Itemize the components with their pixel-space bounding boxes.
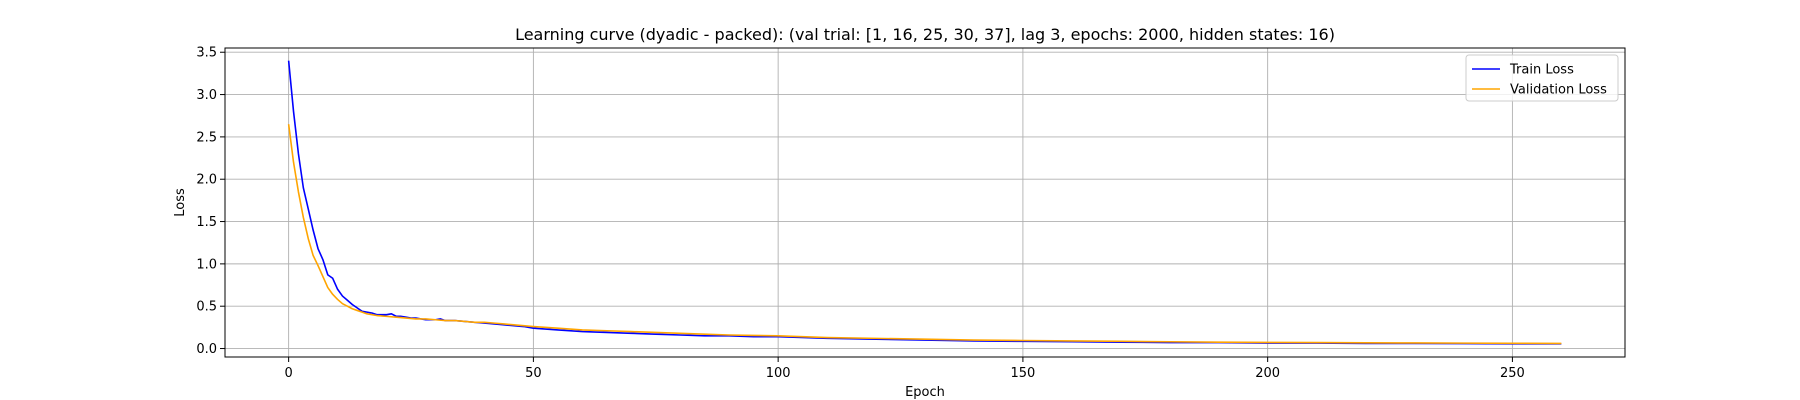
x-tick-label: 150 bbox=[1010, 366, 1035, 381]
y-tick-label: 1.0 bbox=[196, 257, 217, 272]
legend-entry-label: Train Loss bbox=[1509, 63, 1574, 78]
series-line-validation-loss bbox=[287, 124, 1562, 345]
y-axis-ticks: 0.0 0.5 1.0 1.5 2.0 2.5 3.0 3.5 bbox=[196, 46, 225, 357]
plot-frame bbox=[224, 47, 1626, 358]
x-tick-label: 50 bbox=[525, 366, 542, 381]
y-tick-label: 3.0 bbox=[196, 88, 217, 103]
grid bbox=[225, 48, 1625, 357]
x-tick-label: 100 bbox=[766, 366, 791, 381]
x-tick-label: 200 bbox=[1255, 366, 1280, 381]
x-tick-label: 250 bbox=[1500, 366, 1525, 381]
chart-title: Learning curve (dyadic - packed): (val t… bbox=[515, 25, 1335, 44]
y-tick-label: 2.0 bbox=[196, 173, 217, 188]
x-axis-ticks: 0 50 100 150 200 250 bbox=[284, 357, 1525, 381]
legend: Train Loss Validation Loss bbox=[1465, 54, 1619, 102]
y-tick-label: 1.5 bbox=[196, 215, 217, 230]
y-tick-label: 3.5 bbox=[196, 46, 217, 61]
x-axis-label: Epoch bbox=[905, 385, 945, 400]
y-tick-label: 0.0 bbox=[196, 342, 217, 357]
legend-box bbox=[1465, 54, 1619, 102]
legend-entry-label: Validation Loss bbox=[1510, 83, 1607, 98]
y-axis-label: Loss bbox=[173, 188, 188, 217]
y-tick-label: 0.5 bbox=[196, 300, 217, 315]
x-tick-label: 0 bbox=[284, 366, 292, 381]
series-layer bbox=[287, 60, 1562, 345]
y-tick-label: 2.5 bbox=[196, 130, 217, 145]
